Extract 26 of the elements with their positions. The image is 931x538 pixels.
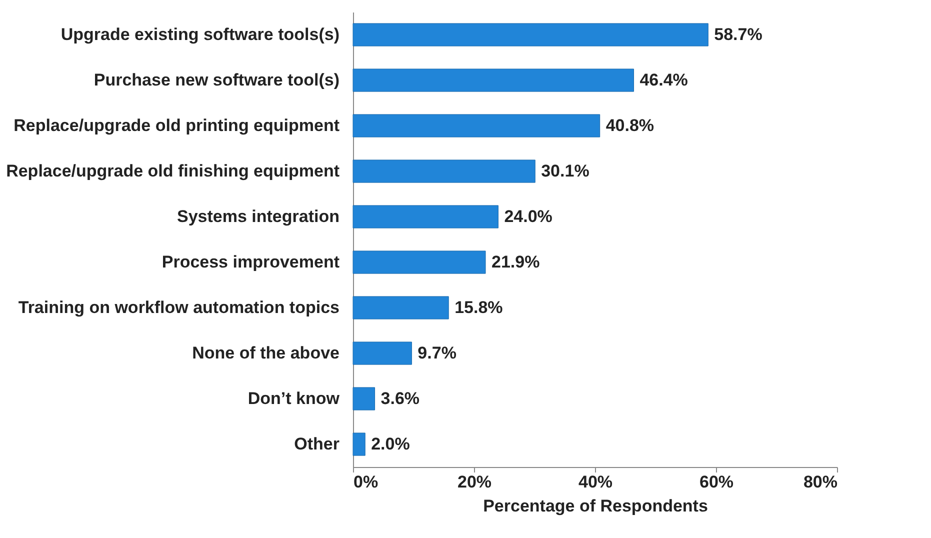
- y-tick-label: Other: [294, 434, 340, 454]
- x-tick-label: 60%: [699, 472, 734, 492]
- y-tick-label: Purchase new software tool(s): [94, 70, 340, 90]
- y-tick-label: Replace/upgrade old printing equipment: [14, 116, 340, 135]
- data-label: 15.8%: [454, 298, 503, 317]
- data-label: 3.6%: [380, 388, 420, 408]
- x-tick-label: 80%: [803, 472, 838, 492]
- data-label: 58.7%: [714, 24, 762, 44]
- data-label: 21.9%: [491, 252, 540, 272]
- data-label: 30.1%: [541, 161, 590, 180]
- x-axis-title: Percentage of Respondents: [483, 496, 708, 516]
- y-tick-label: Replace/upgrade old finishing equipment: [6, 161, 340, 180]
- y-tick-label: Systems integration: [177, 206, 340, 226]
- x-tick-label: 40%: [578, 472, 613, 492]
- y-tick-label: None of the above: [192, 343, 340, 362]
- data-label: 46.4%: [640, 70, 688, 90]
- x-tick-label: 20%: [457, 472, 492, 492]
- data-label: 40.8%: [606, 116, 654, 135]
- x-tick-label: 0%: [354, 472, 378, 492]
- data-label: 9.7%: [418, 343, 456, 362]
- data-label: 24.0%: [504, 206, 552, 226]
- y-tick-label: Process improvement: [162, 252, 340, 272]
- y-tick-label: Don’t know: [248, 388, 340, 408]
- data-label: 2.0%: [371, 434, 410, 454]
- y-tick-label: Training on workflow automation topics: [18, 298, 340, 317]
- y-tick-label: Upgrade existing software tools(s): [60, 24, 340, 44]
